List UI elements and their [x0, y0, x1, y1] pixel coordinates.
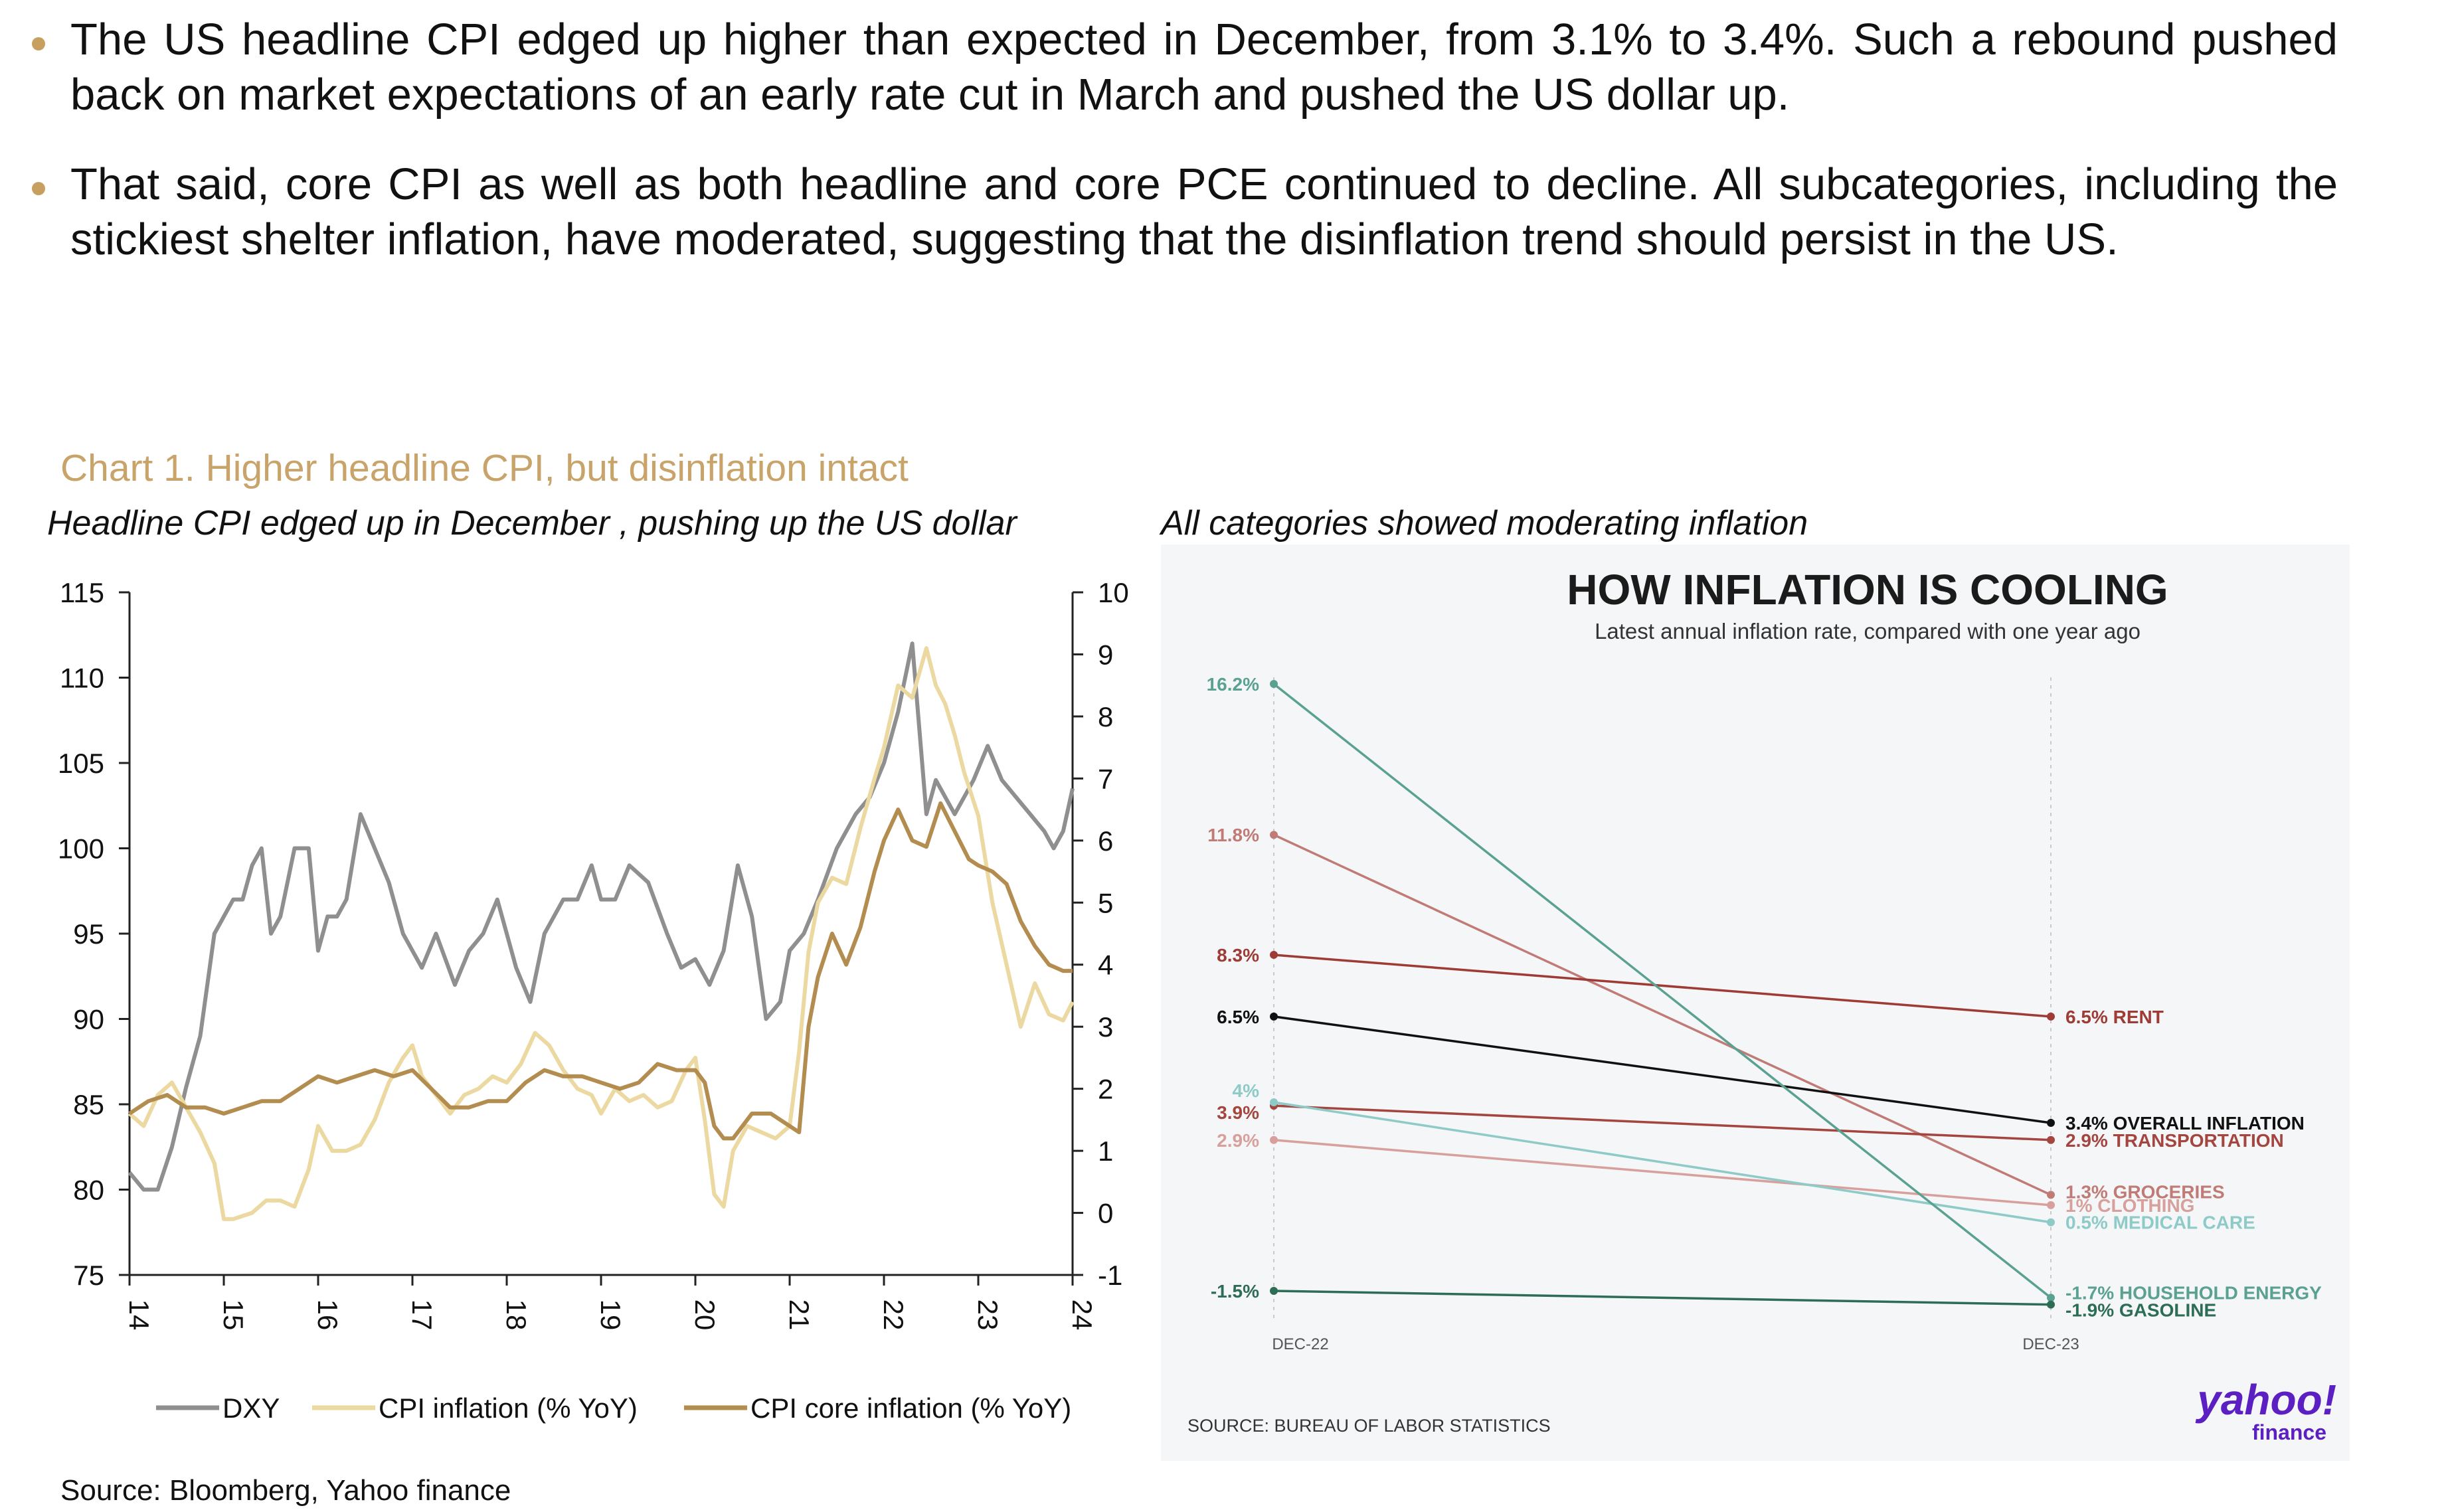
right-y-tick-label: 7: [1098, 763, 1113, 794]
left-chart-subtitle: Headline CPI edged up in December , push…: [47, 504, 1017, 543]
start-label-household-energy: 16.2%: [1207, 674, 1259, 695]
bullet-item: The US headline CPI edged up higher than…: [27, 12, 2338, 122]
x-tick-label: 14: [124, 1300, 155, 1331]
slope-line-overall-inflation: [1273, 1015, 2052, 1124]
start-point-groceries: [1270, 831, 1278, 839]
start-label-clothing: 2.9%: [1217, 1130, 1259, 1151]
left-y-tick-label: 95: [73, 918, 104, 950]
left-y-tick-label: 75: [73, 1260, 104, 1291]
bullet-text: The US headline CPI edged up higher than…: [70, 15, 2338, 120]
end-point-rent: [2047, 1012, 2055, 1021]
inflation-cooling-slope-chart: HOW INFLATION IS COOLING Latest annual in…: [1161, 545, 2350, 1461]
left-y-tick-label: 105: [58, 748, 104, 779]
slope-line-transportation: [1273, 1104, 2052, 1141]
start-label-transportation: 3.9%: [1217, 1102, 1259, 1123]
bullet-dot-icon: [32, 182, 45, 195]
bullet-dot-icon: [32, 37, 45, 50]
x-label-dec23: DEC-23: [2022, 1335, 2079, 1353]
legend-label: DXY: [222, 1392, 280, 1424]
panel-subtitle: Latest annual inflation rate, compared w…: [1595, 619, 2141, 643]
right-y-tick-label: 8: [1098, 701, 1113, 732]
right-y-tick-label: 5: [1098, 887, 1113, 918]
right-y-tick-label: 4: [1098, 950, 1113, 981]
start-label-overall-inflation: 6.5%: [1217, 1007, 1259, 1027]
right-chart-subtitle: All categories showed moderating inflati…: [1161, 504, 1808, 543]
start-point-overall-inflation: [1270, 1012, 1278, 1021]
panel-source: SOURCE: BUREAU OF LABOR STATISTICS: [1187, 1416, 1551, 1436]
legend-label: CPI core inflation (% YoY): [750, 1392, 1071, 1424]
right-y-tick-label: 9: [1098, 639, 1113, 670]
end-label-gasoline: -1.9% GASOLINE: [2065, 1300, 2216, 1321]
panel-title: HOW INFLATION IS COOLING: [1567, 566, 2168, 614]
source-note: Source: Bloomberg, Yahoo finance: [60, 1474, 511, 1507]
right-y-tick-label: 10: [1098, 577, 1129, 608]
left-y-tick-label: 85: [73, 1089, 104, 1120]
start-label-groceries: 11.8%: [1207, 825, 1259, 845]
yahoo-finance-logo: yahoo!: [2195, 1376, 2336, 1424]
yahoo-finance-logo-sub: finance: [2252, 1420, 2326, 1444]
start-point-rent: [1270, 950, 1278, 959]
x-tick-label: 22: [878, 1300, 909, 1331]
bullet-item: That said, core CPI as well as both head…: [27, 157, 2338, 267]
end-label-groceries: 1.3% GROCERIES: [2065, 1181, 2225, 1202]
legend-label: CPI inflation (% YoY): [379, 1392, 638, 1424]
right-y-tick-label: 1: [1098, 1135, 1113, 1167]
left-y-tick-label: 80: [73, 1175, 104, 1206]
left-y-tick-label: 115: [60, 577, 104, 608]
end-point-overall-inflation: [2047, 1118, 2055, 1127]
start-point-clothing: [1270, 1135, 1278, 1144]
start-label-gasoline: -1.5%: [1211, 1281, 1259, 1302]
series-line-dxy: [128, 641, 1075, 1192]
right-y-tick-label: -1: [1098, 1260, 1122, 1291]
end-label-medical-care: 0.5% MEDICAL CARE: [2065, 1213, 2255, 1233]
series-line-cpi-core-inflation-yoy: [128, 801, 1073, 1141]
end-point-medical-care: [2047, 1218, 2055, 1226]
x-tick-label: 16: [312, 1300, 343, 1331]
end-label-clothing: 1% CLOTHING: [2065, 1195, 2194, 1216]
start-point-household-energy: [1270, 680, 1278, 688]
x-tick-label: 18: [501, 1300, 532, 1331]
x-tick-label: 21: [784, 1300, 815, 1331]
x-tick-label: 17: [406, 1300, 438, 1331]
end-point-gasoline: [2047, 1300, 2055, 1309]
end-label-household-energy: -1.7% HOUSEHOLD ENERGY: [2065, 1282, 2322, 1303]
x-tick-label: 23: [972, 1300, 1004, 1331]
x-tick-label: 24: [1067, 1300, 1098, 1331]
left-y-tick-label: 110: [60, 663, 104, 694]
start-point-medical-care: [1270, 1098, 1278, 1106]
right-y-tick-label: 0: [1098, 1198, 1113, 1229]
start-label-medical-care: 4%: [1233, 1080, 1260, 1101]
end-point-groceries: [2047, 1191, 2055, 1199]
x-label-dec22: DEC-22: [1272, 1335, 1328, 1353]
slope-line-gasoline: [1273, 1290, 2052, 1306]
left-y-tick-label: 90: [73, 1004, 104, 1035]
slope-line-rent: [1273, 954, 2052, 1018]
bullet-list: The US headline CPI edged up higher than…: [27, 12, 2338, 301]
end-point-transportation: [2047, 1135, 2055, 1144]
slope-line-medical-care: [1273, 1101, 2052, 1224]
panel-background: [1161, 545, 2350, 1461]
end-point-clothing: [2047, 1201, 2055, 1209]
slope-line-household-energy: [1272, 683, 2052, 1299]
end-label-rent: 6.5% RENT: [2065, 1007, 2164, 1027]
series-line-cpi-inflation-yoy: [128, 646, 1075, 1221]
start-label-rent: 8.3%: [1217, 945, 1259, 966]
end-label-transportation: 2.9% TRANSPORTATION: [2065, 1130, 2284, 1151]
bullet-text: That said, core CPI as well as both head…: [70, 159, 2338, 264]
left-y-tick-label: 100: [58, 833, 104, 865]
end-point-household-energy: [2047, 1294, 2055, 1302]
chart-title: Chart 1. Higher headline CPI, but disinf…: [60, 447, 909, 489]
right-y-tick-label: 6: [1098, 825, 1113, 857]
x-tick-label: 15: [218, 1300, 249, 1331]
x-tick-label: 20: [689, 1300, 721, 1331]
right-y-tick-label: 3: [1098, 1011, 1113, 1043]
start-point-gasoline: [1270, 1287, 1278, 1295]
right-y-tick-label: 2: [1098, 1074, 1113, 1105]
x-tick-label: 19: [595, 1300, 626, 1331]
end-label-overall-inflation: 3.4% OVERALL INFLATION: [2065, 1113, 2305, 1134]
